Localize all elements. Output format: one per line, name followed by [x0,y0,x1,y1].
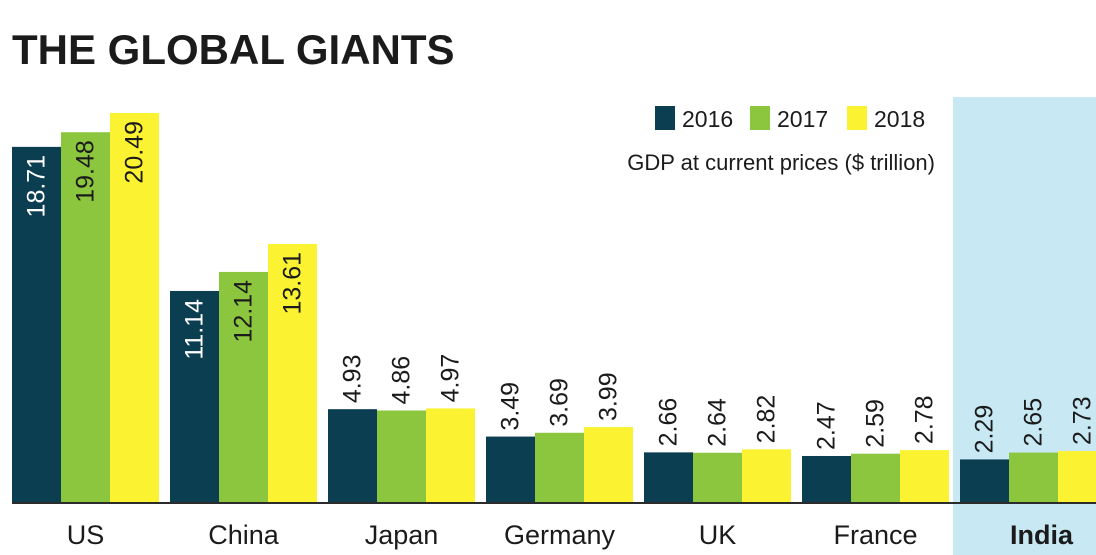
bar-china-2016 [170,290,219,503]
bar-germany-2017 [535,432,584,503]
bar-france-2016 [802,455,851,503]
value-label-germany-2018: 3.99 [595,372,623,421]
legend-swatch-2018 [847,106,867,130]
legend: 2016 2017 2018 [655,106,925,132]
bar-japan-2016 [328,409,377,503]
bar-japan-2017 [377,410,426,503]
bar-india-2016 [960,459,1009,503]
bar-us-2017 [61,132,110,504]
legend-label-2016: 2016 [682,106,733,132]
bar-india-2017 [1009,452,1058,503]
value-label-india-2016: 2.29 [971,405,999,454]
category-label-india: India [1010,520,1074,550]
value-label-china-2018: 13.61 [279,252,307,315]
bar-uk-2018 [742,449,791,503]
value-label-japan-2016: 4.93 [339,354,367,403]
bars-group [12,113,1096,504]
bar-japan-2018 [426,408,475,503]
value-label-germany-2016: 3.49 [497,382,525,431]
value-labels-group: 18.71 19.48 20.49 11.14 12.14 13.61 4.93 4.86 4.… [23,121,1096,453]
value-label-uk-2016: 2.66 [655,398,683,447]
legend-swatch-2016 [655,106,675,130]
category-label-us: US [67,520,105,550]
bar-india-2018 [1058,451,1096,503]
value-label-japan-2017: 4.86 [388,356,416,405]
value-label-france-2016: 2.47 [813,401,841,450]
category-label-japan: Japan [365,520,439,550]
category-label-france: France [833,520,917,550]
category-label-uk: UK [699,520,737,550]
value-label-france-2017: 2.59 [862,399,890,448]
value-label-us-2016: 18.71 [23,155,51,218]
value-label-us-2017: 19.48 [72,140,100,203]
bar-us-2016 [12,146,61,503]
value-label-uk-2018: 2.82 [753,395,781,444]
bar-china-2018 [268,243,317,503]
value-label-china-2017: 12.14 [230,280,258,343]
value-label-germany-2017: 3.69 [546,378,574,427]
value-label-china-2016: 11.14 [181,299,209,360]
category-labels-group: US China Japan Germany UK France India [67,520,1074,550]
bar-germany-2016 [486,436,535,503]
value-label-japan-2018: 4.97 [437,354,465,403]
value-label-us-2018: 20.49 [121,121,149,184]
value-label-france-2018: 2.78 [911,395,939,444]
chart-subtitle: GDP at current prices ($ trillion) [627,150,935,175]
legend-swatch-2017 [750,106,770,130]
value-label-india-2018: 2.73 [1069,396,1096,445]
bar-france-2017 [851,453,900,503]
category-label-china: China [208,520,280,550]
value-label-india-2017: 2.65 [1020,398,1048,447]
chart-title: THE GLOBAL GIANTS [12,26,455,73]
legend-label-2017: 2017 [777,106,828,132]
category-label-germany: Germany [504,520,616,550]
bar-china-2017 [219,271,268,503]
bar-germany-2018 [584,427,633,503]
value-label-uk-2017: 2.64 [704,398,732,447]
bar-france-2018 [900,450,949,503]
legend-label-2018: 2018 [874,106,925,132]
bar-uk-2016 [644,452,693,503]
bar-uk-2017 [693,452,742,503]
bar-us-2018 [110,113,159,503]
